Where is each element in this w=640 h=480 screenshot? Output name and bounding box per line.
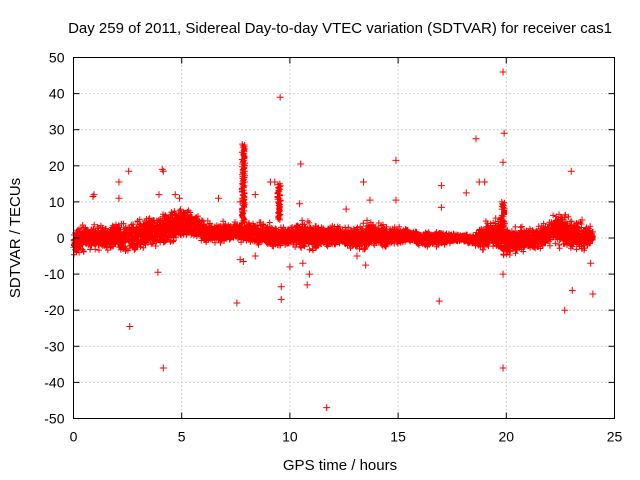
outlier-point [568,286,576,294]
outlier-point [233,299,241,307]
spike-markers [274,180,284,223]
outlier-point [481,178,489,186]
outlier-point [342,205,350,213]
x-tick-label: 5 [178,429,186,445]
outlier-point [392,156,400,164]
x-tick-label: 10 [282,429,298,445]
x-tick-label: 15 [390,429,406,445]
outlier-point [276,93,284,101]
outlier-point [499,270,507,278]
outlier-point [392,196,400,204]
outlier-point [251,191,259,199]
y-tick-label: -40 [44,374,64,390]
outlier-point [176,194,184,202]
outlier-point [437,182,445,190]
outlier-point [277,283,285,291]
spike-markers [498,198,508,231]
outlier-point [303,281,311,289]
data-points [70,68,597,412]
y-tick-label: -10 [44,266,64,282]
outlier-point [154,268,162,276]
outlier-point [239,257,247,265]
outlier-point [500,129,508,137]
outlier-point [159,364,167,372]
outlier-point [158,165,166,173]
outlier-point [499,68,507,76]
outlier-point [115,178,123,186]
y-tick-label: 30 [49,122,65,138]
y-tick-label: -20 [44,302,64,318]
outlier-point [499,364,507,372]
outlier-point [362,261,370,269]
outlier-point [587,259,595,267]
y-tick-label: -50 [44,411,64,427]
outlier-point [297,160,305,168]
outlier-point [499,158,507,166]
y-tick-label: -30 [44,338,64,354]
x-axis-label: GPS time / hours [283,457,397,474]
y-tick-label: 40 [49,86,65,102]
outlier-point [236,198,244,206]
outlier-point [251,252,259,260]
outlier-point [462,189,470,197]
outlier-point [578,216,586,224]
outlier-point [305,270,313,278]
band-markers [70,206,596,259]
chart-title: Day 259 of 2011, Sidereal Day-to-day VTE… [68,20,612,37]
outlier-point [214,194,222,202]
x-tick-labels: 0 5 10 15 20 25 [70,429,623,445]
outlier-point [561,306,569,314]
outlier-point [299,259,307,267]
outlier-point [155,191,163,199]
x-tick-label: 20 [499,429,515,445]
outlier-point [286,263,294,271]
y-tick-label: 10 [49,194,65,210]
axis-ticks [73,57,615,419]
outlier-point [159,167,167,175]
outlier-point [359,178,367,186]
outlier-point [353,252,361,260]
x-tick-label: 25 [607,429,623,445]
outlier-point [437,203,445,211]
y-tick-label: 50 [49,50,65,66]
spike-markers [238,141,248,227]
outlier-point [366,196,374,204]
outlier-point [472,135,480,143]
y-tick-label: 0 [57,230,65,246]
outlier-point [115,194,123,202]
y-tick-labels: -50 -40 -30 -20 -10 0 10 20 30 40 50 [44,50,64,427]
y-axis-label: SDTVAR / TECUs [7,178,24,298]
outlier-point [435,297,443,305]
outlier-point [271,178,279,186]
outlier-point [277,295,285,303]
outlier-point [589,290,597,298]
outlier-point [125,167,133,175]
outlier-point [126,322,134,330]
outlier-point [89,192,97,200]
outlier-point [236,256,244,264]
outlier-point [567,167,575,175]
outlier-point [323,404,331,412]
outlier-point [296,200,304,208]
x-tick-label: 0 [70,429,78,445]
outlier-point [171,191,179,199]
outlier-point [90,191,98,199]
y-tick-label: 20 [49,158,65,174]
